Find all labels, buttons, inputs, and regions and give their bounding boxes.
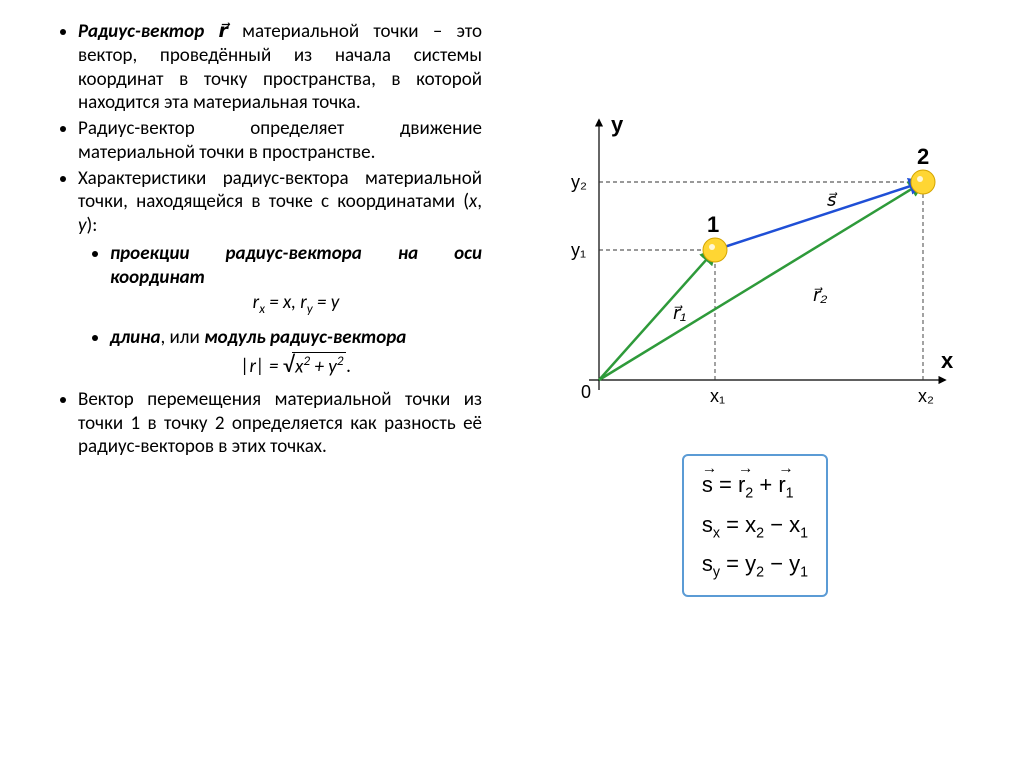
p4-bold: проекции радиус-вектора на оси координат <box>110 242 482 289</box>
svg-text:r⃗₂: r⃗₂ <box>813 285 827 305</box>
p3-sep: , <box>477 190 482 213</box>
formula-box: s = r2 + r1 sx = x2 − x1 sy = y2 − y1 <box>682 454 828 597</box>
equation-projections: rx = x, ry = y <box>110 291 482 317</box>
vector-r: r⃗ <box>219 20 228 43</box>
p5-b1: длина <box>110 326 160 349</box>
equation-modulus: |r| = √x2 + y2. <box>110 351 482 379</box>
p3-y: y <box>78 214 87 237</box>
svg-text:r⃗₁: r⃗₁ <box>673 303 686 323</box>
svg-text:s⃗: s⃗ <box>827 190 838 210</box>
svg-text:y₁: y₁ <box>571 240 586 260</box>
p2: Радиус-вектор определяет движение матери… <box>78 117 482 165</box>
p6: Вектор перемещения материальной точки из… <box>78 388 482 459</box>
p3-post: ): <box>87 214 98 237</box>
p3-pre: Характеристики радиус-вектора материальн… <box>78 167 482 214</box>
p5-b2: модуль радиус-вектора <box>204 326 406 349</box>
svg-text:x₁: x₁ <box>710 386 725 406</box>
svg-text:y: y <box>611 112 624 137</box>
svg-text:y₂: y₂ <box>571 172 587 192</box>
svg-text:x₂: x₂ <box>918 386 934 406</box>
svg-text:x: x <box>941 348 954 373</box>
p1-pre: Радиус-вектор <box>78 20 219 43</box>
vector-diagram: y x 0 x₁ x₂ y₁ y₂ 1 2 r⃗₁ r⃗₂ s⃗ <box>545 100 965 420</box>
p3-x: x <box>469 190 477 213</box>
svg-text:0: 0 <box>581 382 591 402</box>
p5-mid: , или <box>160 326 204 349</box>
svg-text:1: 1 <box>707 212 719 237</box>
svg-text:2: 2 <box>917 144 929 169</box>
